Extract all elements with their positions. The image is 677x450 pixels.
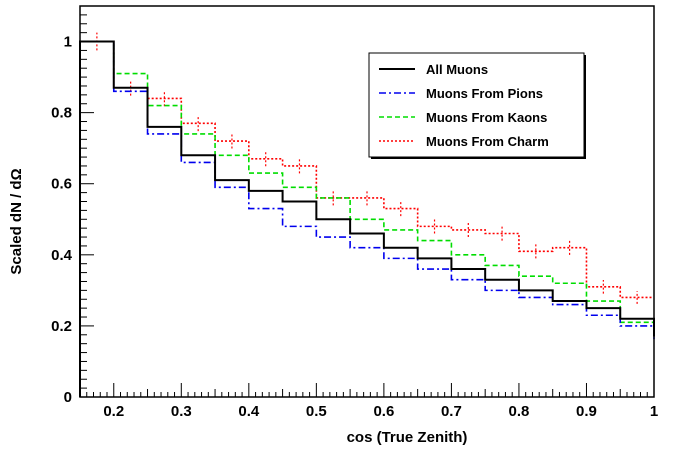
x-tick-label: 0.9 — [576, 403, 597, 420]
x-tick-label: 0.5 — [306, 403, 327, 420]
x-tick-label: 0.4 — [238, 403, 260, 420]
x-tick-label: 0.8 — [509, 403, 530, 420]
x-tick-label: 0.3 — [171, 403, 192, 420]
legend-entry: All Muons — [426, 62, 488, 77]
y-tick-label: 1 — [64, 34, 72, 51]
x-axis-title: cos (True Zenith) — [347, 429, 468, 446]
legend-box — [368, 52, 585, 158]
x-tick-label: 0.7 — [441, 403, 462, 420]
y-axis-title: Scaled dN / dΩ — [8, 168, 25, 274]
series-layer — [79, 32, 655, 397]
series-line — [79, 40, 654, 397]
series-muons-from-pions — [79, 40, 655, 397]
y-tick-label: 0.6 — [51, 176, 72, 193]
y-tick-label: 0.4 — [51, 247, 73, 264]
legend-entry: Muons From Pions — [426, 86, 543, 101]
x-tick-label: 0.2 — [103, 403, 124, 420]
legend: All Muons Muons From Pions Muons From Kaon… — [368, 52, 586, 159]
series-line — [79, 40, 655, 397]
y-tick-label: 0.2 — [51, 318, 72, 335]
x-tick-label: 0.6 — [373, 403, 394, 420]
series-line — [79, 40, 655, 397]
legend-entry: Muons From Charm — [426, 134, 549, 149]
series-all-muons — [79, 40, 655, 397]
y-tick-label: 0 — [64, 389, 72, 406]
y-tick-label: 0.8 — [51, 105, 72, 122]
axes-layer: 0.2 0.3 0.4 0.5 0.6 0.7 0.8 0.9 1 0 0.2 0.4 0.6 0.8 1 — [51, 5, 658, 420]
legend-entry: Muons From Kaons — [426, 110, 547, 125]
x-tick-label: 1 — [650, 403, 658, 420]
